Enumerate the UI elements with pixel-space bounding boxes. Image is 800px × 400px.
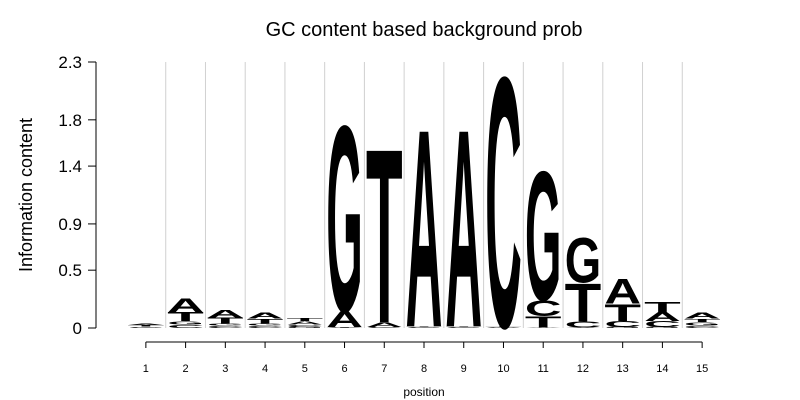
letter: T: [207, 316, 244, 325]
letter: T: [128, 325, 165, 327]
letter: T: [326, 327, 363, 328]
letter: G: [604, 327, 640, 329]
letter: C: [326, 327, 363, 328]
letter: A: [525, 327, 562, 328]
x-tick-label: 13: [617, 363, 629, 375]
letter: C: [128, 326, 165, 327]
letter: A: [207, 308, 244, 321]
letter: C: [207, 325, 244, 329]
letter: A: [684, 311, 721, 320]
y-axis-label: Information content: [16, 118, 36, 272]
letter: T: [286, 317, 323, 322]
letter: C: [167, 324, 204, 329]
letter: C: [366, 327, 403, 328]
letter: A: [128, 323, 165, 325]
x-tick-label: 12: [577, 363, 589, 375]
axes: 00.50.91.41.82.31 2 3 4 5 6 7 8 9 10 11 12 13 14 15: [58, 53, 708, 375]
letter: C: [445, 327, 482, 328]
letter: A: [286, 320, 323, 325]
x-tick-label: 15: [696, 363, 708, 375]
letter: T: [406, 326, 443, 327]
letter: C: [525, 297, 562, 321]
letter: A: [604, 272, 641, 312]
letter: A: [366, 321, 403, 328]
letter: C: [684, 325, 721, 329]
x-tick-label: 9: [461, 363, 467, 375]
y-tick-label: 2.3: [58, 53, 82, 72]
letter: G: [406, 327, 442, 328]
y-tick-label: 0.5: [58, 261, 82, 280]
letter: G: [485, 327, 521, 328]
letter: G: [326, 71, 362, 368]
letter: T: [644, 299, 681, 315]
x-tick-label: 5: [302, 363, 308, 375]
letter: T: [366, 98, 403, 376]
x-tick-label: 1: [143, 363, 149, 375]
x-tick-label: 6: [341, 363, 347, 375]
x-tick-label: 2: [183, 363, 189, 375]
letter: T: [485, 326, 522, 327]
letter: T: [604, 299, 641, 326]
letter: C: [406, 327, 443, 328]
x-tick-label: 4: [262, 363, 268, 375]
chart-title: GC content based background prob: [266, 19, 583, 41]
y-tick-label: 0: [73, 319, 82, 338]
x-tick-label: 14: [656, 363, 668, 375]
letter: C: [286, 324, 323, 328]
letter: G: [247, 323, 283, 326]
x-tick-label: 11: [537, 363, 548, 375]
letter: G: [684, 322, 720, 327]
letter: G: [207, 323, 243, 326]
letter: T: [167, 310, 204, 324]
letter: C: [247, 325, 284, 329]
y-tick-label: 0.9: [58, 215, 82, 234]
letter: T: [525, 313, 562, 331]
letter: A: [167, 295, 204, 317]
letter: C: [604, 320, 641, 329]
letter: T: [684, 318, 721, 323]
letter: C: [644, 320, 681, 329]
letter: A: [565, 327, 602, 328]
x-tick-label: 7: [381, 363, 387, 375]
x-axis-label: position: [403, 385, 444, 399]
letter: G: [128, 327, 164, 328]
letter: A: [406, 72, 443, 388]
grid: [165, 62, 683, 328]
y-tick-label: 1.4: [58, 157, 82, 176]
letter: T: [445, 326, 482, 327]
letter: G: [366, 327, 402, 328]
letter: G: [167, 320, 203, 325]
letter: A: [326, 307, 363, 332]
letter: A: [445, 72, 482, 388]
letter: A: [485, 327, 522, 328]
x-tick-label: 3: [222, 363, 228, 375]
letter: A: [247, 311, 284, 320]
x-tick-label: 10: [497, 363, 509, 375]
letter: C: [565, 320, 602, 329]
y-tick-label: 1.8: [58, 111, 82, 130]
letter: G: [287, 327, 323, 329]
letter: C: [485, 4, 522, 400]
letter: G: [565, 224, 601, 296]
letter: G: [446, 327, 482, 328]
letter: G: [525, 132, 561, 339]
letter: T: [247, 318, 284, 325]
x-tick-label: 8: [421, 363, 427, 375]
letter: G: [644, 327, 680, 329]
letter: T: [565, 273, 602, 334]
letter: A: [644, 309, 681, 324]
